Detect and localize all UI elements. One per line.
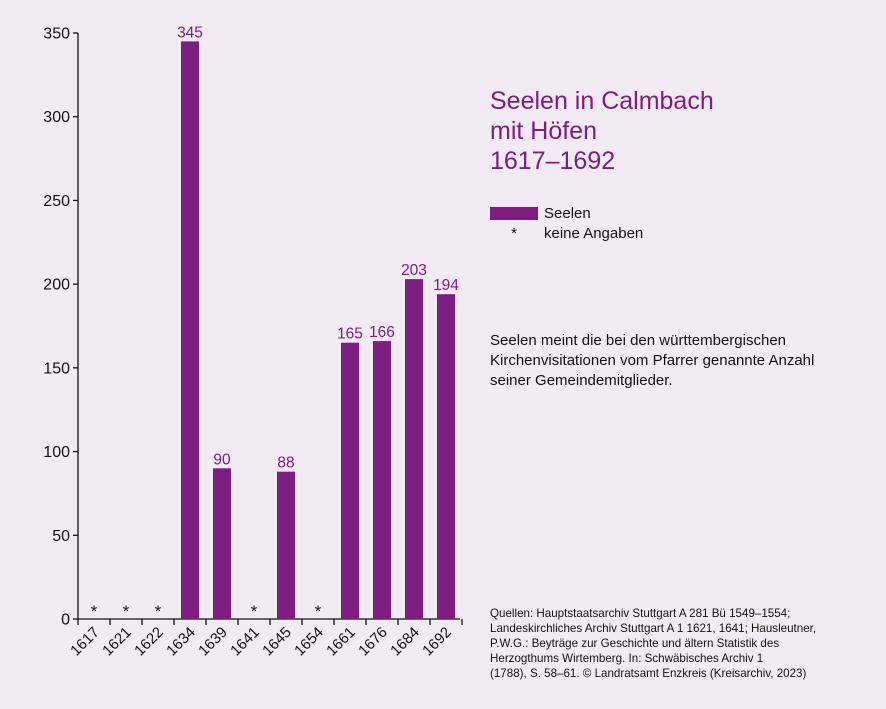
x-tick-label: 1645 — [259, 624, 295, 660]
bar — [181, 41, 199, 619]
x-tick-label: 1684 — [387, 624, 423, 660]
legend-item-no-data: * keine Angaben — [490, 223, 643, 243]
data-label: 88 — [277, 455, 294, 472]
no-data-marker: * — [251, 602, 258, 621]
x-tick-label: 1617 — [67, 624, 103, 660]
chart-title-line: 1617–1692 — [490, 147, 616, 175]
legend-label: Seelen — [544, 204, 591, 222]
data-label: 194 — [433, 277, 459, 294]
asterisk-icon: * — [511, 224, 517, 242]
bar — [341, 342, 359, 619]
y-tick-label: 350 — [43, 26, 70, 43]
no-data-marker: * — [155, 602, 162, 621]
x-tick-label: 1692 — [419, 624, 455, 660]
y-tick-label: 50 — [52, 528, 70, 545]
data-label: 90 — [213, 451, 231, 468]
x-axis: 1617162116221634163916411645165416611676… — [67, 618, 463, 660]
x-tick-label: 1621 — [99, 624, 135, 660]
legend-item-seelen: Seelen — [490, 203, 643, 223]
bar — [277, 471, 295, 619]
sources-block: Quellen: Hauptstaatsarchiv Stuttgart A 2… — [490, 606, 880, 681]
y-tick-label: 150 — [43, 360, 70, 377]
x-tick-label: 1641 — [227, 624, 263, 660]
chart-title-line: mit Höfen — [490, 117, 597, 145]
chart-title-line: Seelen in Calmbach — [490, 87, 714, 115]
y-tick-label: 300 — [43, 109, 70, 126]
bars — [181, 41, 455, 619]
no-data-marker: * — [123, 602, 130, 621]
explanatory-note: Seelen meint die bei den württembergisch… — [490, 332, 815, 389]
x-tick-label: 1634 — [163, 624, 199, 660]
legend: Seelen * keine Angaben — [490, 203, 643, 243]
data-label: 165 — [337, 326, 363, 343]
legend-label: keine Angaben — [544, 224, 644, 242]
sources-line: Quellen: Hauptstaatsarchiv Stuttgart A 2… — [490, 607, 791, 620]
chart-title: Seelen in Calmbach mit Höfen 1617–1692 — [490, 86, 714, 176]
y-tick-label: 250 — [43, 193, 70, 210]
data-label: 345 — [177, 24, 203, 41]
bar — [373, 341, 391, 619]
x-tick-label: 1661 — [323, 624, 359, 660]
bar — [405, 279, 423, 619]
x-tick-label: 1654 — [291, 624, 327, 660]
data-label: 166 — [369, 324, 395, 341]
sources-line: P.W.G.: Beyträge zur Geschichte und älte… — [490, 637, 780, 650]
no-data-marker: * — [91, 602, 98, 621]
y-tick-label: 0 — [61, 612, 70, 629]
y-axis: 0 50 100 150 200 250 300 350 — [43, 26, 79, 629]
bar — [437, 294, 455, 619]
bar — [213, 468, 231, 619]
legend-swatch — [490, 206, 538, 220]
no-data-marker: * — [315, 602, 322, 621]
x-tick-label: 1639 — [195, 624, 231, 660]
sources-line: Herzogthums Wirtemberg. In: Schwäbisches… — [490, 652, 764, 665]
y-tick-label: 200 — [43, 277, 70, 294]
value-labels: * * * 345 90 * 88 * 165 166 203 194 — [91, 24, 460, 621]
data-label: 203 — [401, 262, 427, 279]
sources-line: Landeskirchliches Archiv Stuttgart A 1 1… — [490, 622, 817, 635]
x-tick-label: 1676 — [355, 624, 391, 660]
x-tick-label: 1622 — [131, 624, 167, 660]
sources-line: (1788), S. 58–61. © Landratsamt Enzkreis… — [490, 667, 807, 680]
y-tick-label: 100 — [43, 444, 70, 461]
